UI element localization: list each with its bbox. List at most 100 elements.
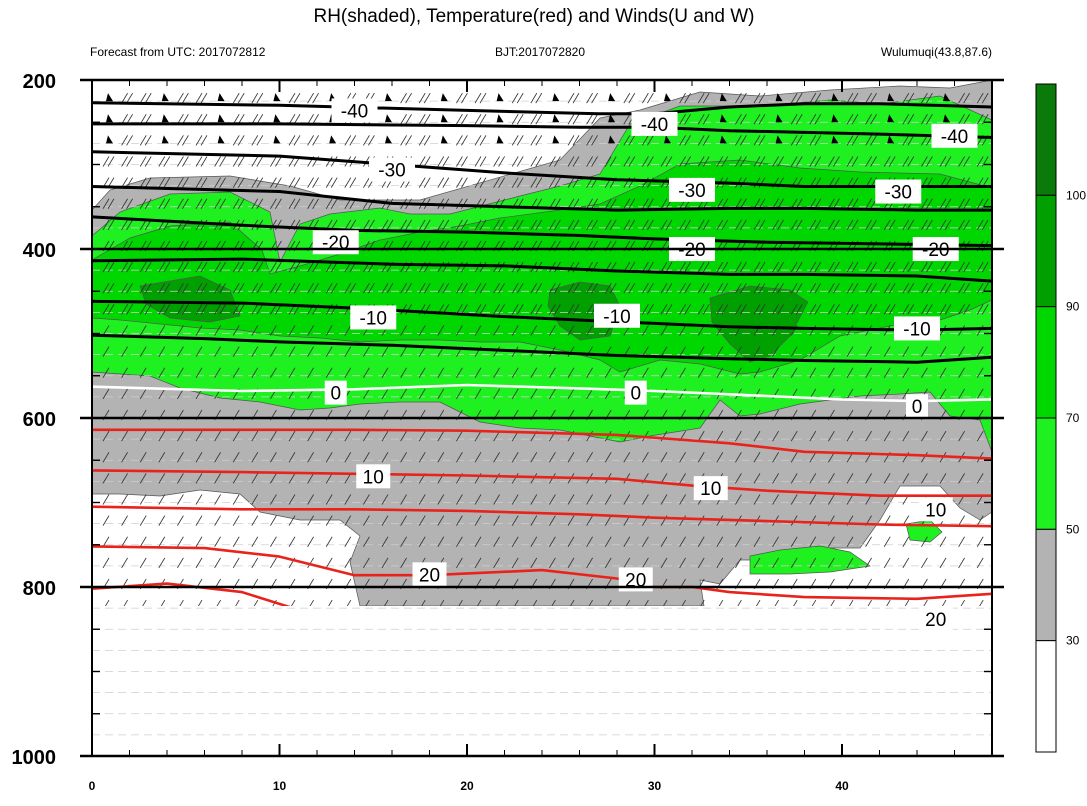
wind-barb-staff bbox=[958, 261, 965, 273]
wind-barb bbox=[660, 219, 673, 231]
wind-barb-staff bbox=[456, 325, 463, 336]
wind-barb-feather bbox=[814, 92, 822, 104]
wind-barb-staff bbox=[270, 452, 277, 463]
wind-barb bbox=[716, 367, 724, 378]
wind-barb-feather bbox=[479, 283, 487, 294]
wind-barb-staff bbox=[828, 346, 835, 357]
wind-barb-staff bbox=[400, 283, 407, 294]
wind-barb bbox=[158, 283, 171, 294]
wind-barb bbox=[716, 304, 729, 315]
wind-barb-staff bbox=[663, 599, 668, 606]
wind-barb bbox=[623, 557, 631, 569]
wind-barb-staff bbox=[772, 557, 779, 569]
wind-barb-staff bbox=[214, 283, 221, 294]
wind-barb bbox=[604, 156, 617, 167]
wind-barb bbox=[679, 536, 686, 547]
wind-barb-staff bbox=[102, 156, 110, 167]
wind-barb bbox=[232, 156, 245, 167]
wind-barb bbox=[344, 536, 352, 547]
wind-barb-feather bbox=[572, 219, 580, 231]
wind-barb-staff bbox=[270, 346, 277, 357]
wind-barb-feather bbox=[535, 219, 543, 231]
wind-barb-staff bbox=[979, 599, 984, 606]
wind-barb bbox=[161, 135, 169, 144]
wind-barb bbox=[270, 515, 277, 526]
contour-label: -30 bbox=[678, 181, 705, 202]
wind-barb-staff bbox=[604, 219, 612, 231]
wind-barb-staff bbox=[660, 346, 668, 357]
wind-barb-feather bbox=[740, 114, 747, 125]
wind-pennant bbox=[385, 93, 392, 102]
wind-barb bbox=[883, 367, 891, 378]
wind-barb-feather bbox=[405, 283, 412, 294]
wind-barb bbox=[474, 304, 487, 315]
wind-barb-staff bbox=[567, 92, 575, 104]
wind-barb-staff bbox=[679, 536, 686, 547]
wind-barb bbox=[251, 346, 259, 357]
wind-barb-staff bbox=[158, 261, 166, 273]
wind-barb bbox=[958, 198, 970, 209]
wind-barb bbox=[679, 92, 691, 104]
wind-barb bbox=[679, 473, 686, 484]
wind-barb bbox=[123, 599, 128, 606]
wind-barb bbox=[939, 367, 947, 378]
contour-label-box bbox=[693, 476, 728, 501]
wind-barb bbox=[381, 430, 389, 442]
wind-barb-staff bbox=[177, 557, 184, 569]
wind-barb bbox=[588, 599, 593, 606]
wind-barb bbox=[253, 599, 259, 606]
wind-barb-staff bbox=[828, 325, 835, 336]
wind-barb bbox=[976, 557, 984, 569]
wind-barb-feather bbox=[758, 304, 766, 315]
wind-barb-staff bbox=[381, 346, 389, 357]
wind-barb-staff bbox=[270, 283, 277, 294]
wind-barb-staff bbox=[939, 156, 947, 167]
wind-barb-staff bbox=[939, 430, 947, 442]
wind-barb bbox=[846, 304, 859, 315]
wind-barb-staff bbox=[902, 156, 910, 167]
wind-barb-staff bbox=[456, 283, 463, 294]
wind-barb-feather bbox=[256, 304, 264, 315]
wind-barb-staff bbox=[235, 599, 240, 606]
wind-barb-staff bbox=[625, 599, 631, 606]
wind-barb-staff bbox=[511, 283, 519, 294]
wind-barb bbox=[790, 346, 798, 357]
wind-barb-staff bbox=[381, 283, 389, 294]
wind-barb bbox=[474, 114, 487, 125]
wind-barb bbox=[902, 114, 915, 125]
wind-barb-staff bbox=[846, 536, 854, 547]
wind-barb-feather bbox=[126, 198, 133, 209]
wind-barb bbox=[195, 494, 203, 505]
wind-barb bbox=[828, 283, 840, 294]
contour-label-box bbox=[594, 303, 640, 328]
wind-barb bbox=[177, 515, 184, 526]
wind-barb bbox=[474, 494, 482, 505]
wind-barb bbox=[679, 114, 691, 125]
wind-barb-staff bbox=[437, 219, 445, 231]
wind-barb bbox=[697, 283, 710, 294]
wind-barb-staff bbox=[586, 367, 593, 378]
wind-barb-feather bbox=[349, 219, 357, 231]
wind-barb-staff bbox=[976, 346, 984, 357]
wind-barb bbox=[363, 346, 370, 357]
wind-barb bbox=[102, 536, 110, 547]
wind-barb-staff bbox=[307, 114, 314, 125]
wind-barb-staff bbox=[381, 430, 389, 442]
wind-barb bbox=[158, 452, 166, 463]
wind-pennant bbox=[608, 135, 616, 144]
wind-barb-staff bbox=[679, 452, 686, 463]
wind-barb bbox=[865, 219, 877, 231]
wind-barb-feather bbox=[591, 198, 598, 209]
wind-barb-staff bbox=[363, 494, 370, 505]
wind-barb bbox=[177, 198, 189, 209]
wind-barb-staff bbox=[828, 198, 835, 209]
wind-barb-feather bbox=[795, 283, 803, 294]
wind-barb bbox=[530, 515, 538, 526]
wind-barb bbox=[865, 557, 872, 569]
wind-barb bbox=[307, 430, 314, 442]
wind-barb-staff bbox=[121, 494, 128, 505]
wind-barb-staff bbox=[902, 261, 910, 273]
wind-barb bbox=[660, 346, 668, 357]
wind-barb-feather bbox=[405, 92, 412, 104]
